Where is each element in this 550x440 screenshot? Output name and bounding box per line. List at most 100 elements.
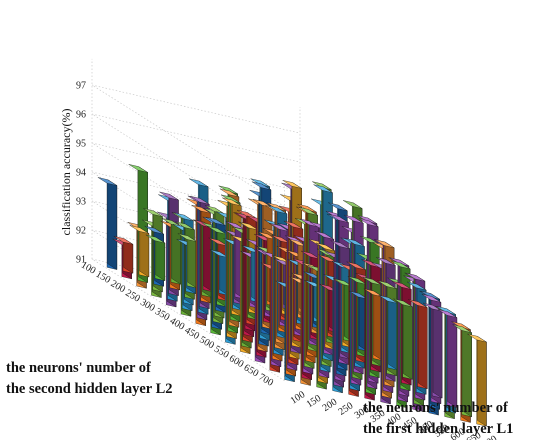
y-tick-700: 700 <box>257 372 275 389</box>
bar-l1-300-l2-100 <box>161 218 182 285</box>
bar-face-top <box>145 234 165 244</box>
y-tick-500: 500 <box>197 334 215 351</box>
bar-face-top <box>298 207 318 216</box>
bar-l1-700-l2-700 <box>467 333 487 427</box>
bar-face-top <box>376 257 396 266</box>
x-tick-250: 250 <box>337 400 356 417</box>
bar-face-top <box>420 290 440 300</box>
bar-face-top <box>219 188 239 198</box>
z-tick-94: 94 <box>76 168 86 179</box>
bar-l1-250-l2-100 <box>145 234 166 282</box>
y-tick-150: 150 <box>94 269 112 286</box>
bar-face-top <box>189 178 209 187</box>
x-axis-title-line2: the first hidden layer L1 <box>363 421 513 437</box>
bar-face-top <box>221 194 241 204</box>
y-tick-300: 300 <box>138 297 156 314</box>
bar-face-top <box>113 236 133 245</box>
bar-face-top <box>250 178 270 187</box>
bar-face-top <box>389 257 409 267</box>
gridline-z-94 <box>91 171 301 294</box>
bar-face-top <box>267 205 287 214</box>
y-tick-200: 200 <box>109 278 127 295</box>
bar-face-top <box>357 215 377 224</box>
bar-l1-700-l2-500 <box>408 299 428 390</box>
x-tick-150: 150 <box>305 393 324 410</box>
bar-face-side <box>155 236 166 282</box>
bar-l1-100-l2-100 <box>97 177 118 270</box>
bar-face-top <box>175 221 195 230</box>
bar-face-top <box>297 203 317 213</box>
bar-l1-350-l2-100 <box>177 233 198 289</box>
x-tick-100: 100 <box>289 389 308 406</box>
gridline-z-97 <box>91 84 301 207</box>
bar-face-top <box>407 281 427 291</box>
bar-face-top <box>218 185 238 195</box>
bar-face-top <box>313 184 333 193</box>
y-axis-title-line2: the second hidden layer L2 <box>6 381 173 397</box>
bar-l1-150-l2-100 <box>113 236 134 274</box>
y-tick-350: 350 <box>153 306 171 323</box>
x-tick-650: 650 <box>465 430 484 440</box>
bar-face-side <box>403 300 413 380</box>
x-axis-title-line1: the neurons' number of <box>363 400 508 416</box>
bar-face-top <box>97 177 117 186</box>
bar-face-side <box>388 297 398 371</box>
bar-face-top <box>452 324 472 333</box>
bar-face-top <box>451 321 471 330</box>
bar-face-side <box>107 179 118 270</box>
bar-face-top <box>314 231 334 240</box>
x-tick-200: 200 <box>321 397 340 414</box>
bar-face-top <box>405 272 425 282</box>
z-tick-97: 97 <box>76 81 86 92</box>
bar-face-top <box>174 212 194 222</box>
bar-face-top <box>391 260 411 270</box>
bar-face-top <box>345 238 365 247</box>
bar-face-top <box>222 197 242 207</box>
bars-group <box>97 164 487 427</box>
grid-lines <box>91 58 301 381</box>
bar-face-top <box>359 218 379 227</box>
bar-l1-700-l2-450 <box>393 298 413 380</box>
y-tick-400: 400 <box>168 316 186 333</box>
y-tick-250: 250 <box>123 288 141 305</box>
bar-face-top <box>436 306 456 315</box>
bar-face-top <box>129 225 149 234</box>
bar-l1-700-l2-400 <box>378 295 398 371</box>
z-tick-91: 91 <box>76 255 86 266</box>
z-tick-96: 96 <box>76 110 86 121</box>
bar-face-top <box>329 214 349 223</box>
y-tick-450: 450 <box>183 325 201 342</box>
bar-face-side <box>418 301 428 390</box>
bar-face-top <box>191 204 211 214</box>
y-tick-550: 550 <box>212 344 230 361</box>
z-tick-95: 95 <box>76 139 86 150</box>
y-tick-600: 600 <box>227 353 245 370</box>
y-tick-650: 650 <box>242 362 260 379</box>
bar-face-top <box>375 239 395 248</box>
bar-l1-700-l2-650 <box>452 324 472 418</box>
bar-face-top <box>143 208 163 217</box>
bar-face-top <box>144 225 164 235</box>
z-tick-92: 92 <box>76 226 86 237</box>
bar-face-top <box>467 333 487 343</box>
bar-face-side <box>139 227 150 278</box>
bar-face-top <box>344 214 364 224</box>
x-tick-700: 700 <box>481 434 500 440</box>
bar-face-top <box>159 191 179 201</box>
z-axis-title: classification accuracy(%) <box>59 109 73 236</box>
y-axis-title-line1: the neurons' number of <box>6 360 151 376</box>
bar-face-top <box>421 294 441 303</box>
bar-face-top <box>312 181 332 190</box>
gridline-z-93 <box>91 200 301 323</box>
bar-face-top <box>190 196 210 205</box>
bar-face-top <box>392 281 412 290</box>
bar-l1-700-l2-550 <box>423 302 443 399</box>
bar-face-top <box>437 309 457 318</box>
bar-face-top <box>251 181 271 190</box>
bar-l1-700-l2-600 <box>437 309 458 408</box>
bar-face-top <box>328 202 348 211</box>
bar-face-side <box>187 235 198 289</box>
bar-face-top <box>266 202 286 211</box>
